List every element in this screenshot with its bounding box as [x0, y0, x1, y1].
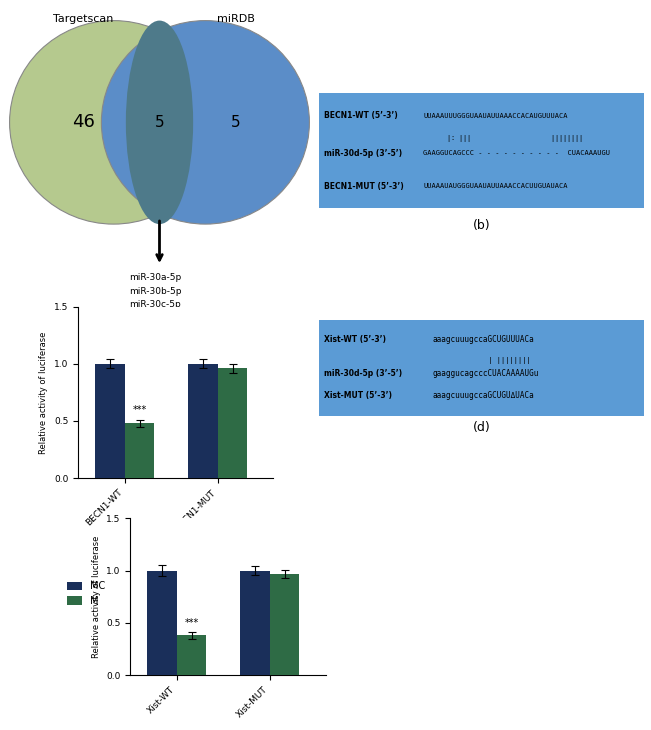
Text: miR-30d-5p: miR-30d-5p	[129, 313, 182, 322]
Bar	[270, 574, 299, 675]
Y-axis label: Relative activity of luciferase: Relative activity of luciferase	[40, 331, 48, 453]
Ellipse shape	[126, 20, 193, 224]
Text: UUAAAUAUGGGUAAUAUUAAACCACUUGUAUACA: UUAAAUAUGGGUAAUAUUAAACCACUUGUAUACA	[423, 183, 568, 189]
Text: 5: 5	[231, 115, 241, 130]
Text: BECN1-MUT (5’-3’): BECN1-MUT (5’-3’)	[324, 182, 404, 191]
Bar	[147, 571, 176, 675]
Text: 46: 46	[72, 113, 94, 131]
FancyBboxPatch shape	[319, 320, 644, 416]
Text: miR-30b-5p: miR-30b-5p	[129, 287, 182, 296]
Text: aaagcuuugccaGCUGUΔUACa: aaagcuuugccaGCUGUΔUACa	[433, 391, 534, 401]
Bar	[217, 369, 247, 478]
Text: gaaggucagcccCUACAAAAUGu: gaaggucagcccCUACAAAAUGu	[433, 369, 539, 378]
Text: Targetscan: Targetscan	[53, 15, 113, 24]
Text: BECN1-WT (5’-3’): BECN1-WT (5’-3’)	[324, 111, 398, 120]
Text: | ||||||||: | ||||||||	[433, 357, 531, 364]
Bar	[240, 571, 270, 675]
Text: |: |||                    ||||||||: |: ||| ||||||||	[423, 135, 583, 142]
Ellipse shape	[102, 20, 309, 224]
Text: miR-30a-5p: miR-30a-5p	[129, 274, 181, 283]
Legend: MC, M: MC, M	[63, 577, 109, 610]
Text: miRDB: miRDB	[217, 15, 255, 24]
Text: miR-30c-5p: miR-30c-5p	[129, 300, 180, 309]
Text: ***: ***	[132, 405, 146, 415]
Text: miR-30d-5p (3’-5’): miR-30d-5p (3’-5’)	[324, 369, 402, 378]
Text: Xist-MUT (5’-3’): Xist-MUT (5’-3’)	[324, 391, 392, 401]
Ellipse shape	[10, 20, 217, 224]
Y-axis label: Relative activity of luciferase: Relative activity of luciferase	[92, 536, 100, 658]
Text: (d): (d)	[473, 420, 491, 434]
Bar	[124, 423, 154, 478]
Bar	[176, 636, 206, 675]
Text: UUAAAUUUGGGUAAUAUUAAACCACAUGUUUACA: UUAAAUUUGGGUAAUAUUAAACCACAUGUUUACA	[423, 112, 568, 118]
Text: miR-30e-5p: miR-30e-5p	[129, 326, 181, 335]
Text: ***: ***	[184, 618, 199, 628]
Text: (c): (c)	[167, 595, 184, 608]
Text: aaagcuuugccaGCUGUUUACa: aaagcuuugccaGCUGUUUACa	[433, 335, 534, 344]
Text: (b): (b)	[473, 219, 491, 232]
Bar	[95, 364, 124, 478]
Text: (a): (a)	[151, 343, 168, 356]
Text: GAAGGUCAGCCC - - - - - - - - - -  CUACAAAUGU: GAAGGUCAGCCC - - - - - - - - - - CUACAAA…	[423, 150, 610, 156]
Text: miR-30d-5p (3’-5’): miR-30d-5p (3’-5’)	[324, 149, 402, 158]
Text: 5: 5	[155, 115, 164, 130]
FancyBboxPatch shape	[319, 93, 644, 207]
Bar	[188, 364, 217, 478]
Text: Xist-WT (5’-3’): Xist-WT (5’-3’)	[324, 335, 386, 344]
